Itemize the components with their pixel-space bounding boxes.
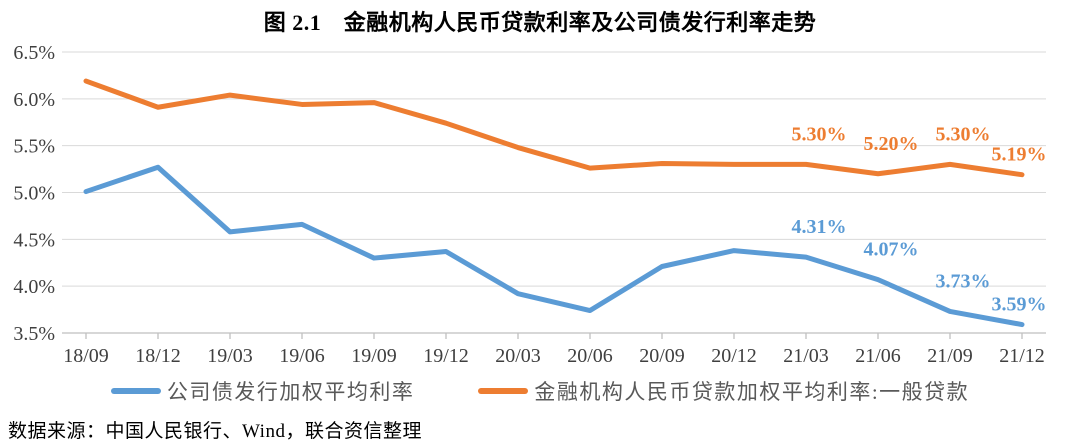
x-tick-label: 20/12 [711,345,757,367]
line-chart: 6.5% 6.0% 5.5% 5.0% 4.5% 4.0% 3.5% 18/09 18/12 19… [13,42,1047,367]
y-tick-label: 3.5% [13,323,55,345]
y-tick-label: 6.5% [13,42,55,64]
x-tick-label: 20/09 [639,345,685,367]
corporate-bond-rate-line [83,164,1025,328]
x-tick-label: 21/06 [855,345,901,367]
x-tick-label: 21/09 [927,345,973,367]
x-tick-label: 20/03 [495,345,541,367]
legend-swatch-blue-line-icon [110,388,161,394]
legend-item-general-loan-rate: 金融机构人民币贷款加权平均利率:一般贷款 [478,376,969,406]
data-source-note: 数据来源：中国人民银行、Wind，联合资信整理 [8,421,422,442]
legend-label-general-loan-rate: 金融机构人民币贷款加权平均利率:一般贷款 [534,380,970,404]
x-tick-label: 20/06 [567,345,613,367]
data-label: 5.20% [864,133,919,155]
chart-title: 图 2.1 金融机构人民币贷款利率及公司债发行利率走势 [263,10,817,35]
general-loan-rate-line [83,78,1025,178]
data-label: 5.30% [936,123,991,145]
legend-swatch-orange-line-icon [478,388,529,394]
data-label: 5.19% [992,144,1047,166]
x-tick-label: 18/12 [135,345,181,367]
x-tick-label: 21/03 [783,345,829,367]
legend: 公司债发行加权平均利率 金融机构人民币贷款加权平均利率:一般贷款 [0,376,1080,406]
x-tick-label: 19/03 [207,345,253,367]
x-tick-label: 19/09 [351,345,397,367]
y-tick-label: 5.0% [13,183,55,205]
corporate-bond-rate-line-data-labels: 4.31% 4.07% 3.73%3.59% [792,216,1047,315]
y-axis-labels: 6.5% 6.0% 5.5% 5.0% 4.5% 4.0% 3.5% [13,42,55,345]
x-tick-label: 19/12 [423,345,469,367]
data-label: 3.59% [992,294,1047,316]
legend-item-corporate-bond-rate: 公司债发行加权平均利率 [110,376,415,406]
y-tick-label: 4.0% [13,276,55,298]
data-label: 4.07% [864,239,919,261]
x-axis [62,332,1046,339]
data-label: 3.73% [936,270,991,292]
data-label: 5.30% [792,123,847,145]
x-tick-label: 18/09 [63,345,109,367]
general-loan-rate-line-data-labels: 5.30% 5.20% 5.30%5.19% [792,123,1047,165]
legend-label-corporate-bond-rate: 公司债发行加权平均利率 [166,380,415,404]
x-tick-label: 19/06 [279,345,325,367]
y-tick-label: 4.5% [13,229,55,251]
x-axis-labels: 18/09 18/12 19/03 19/06 19/09 19/12 20/03 20/06… [63,345,1045,367]
y-tick-label: 5.5% [13,136,55,158]
y-tick-label: 6.0% [13,89,55,111]
x-tick-label: 21/12 [999,345,1045,367]
data-label: 4.31% [792,216,847,238]
